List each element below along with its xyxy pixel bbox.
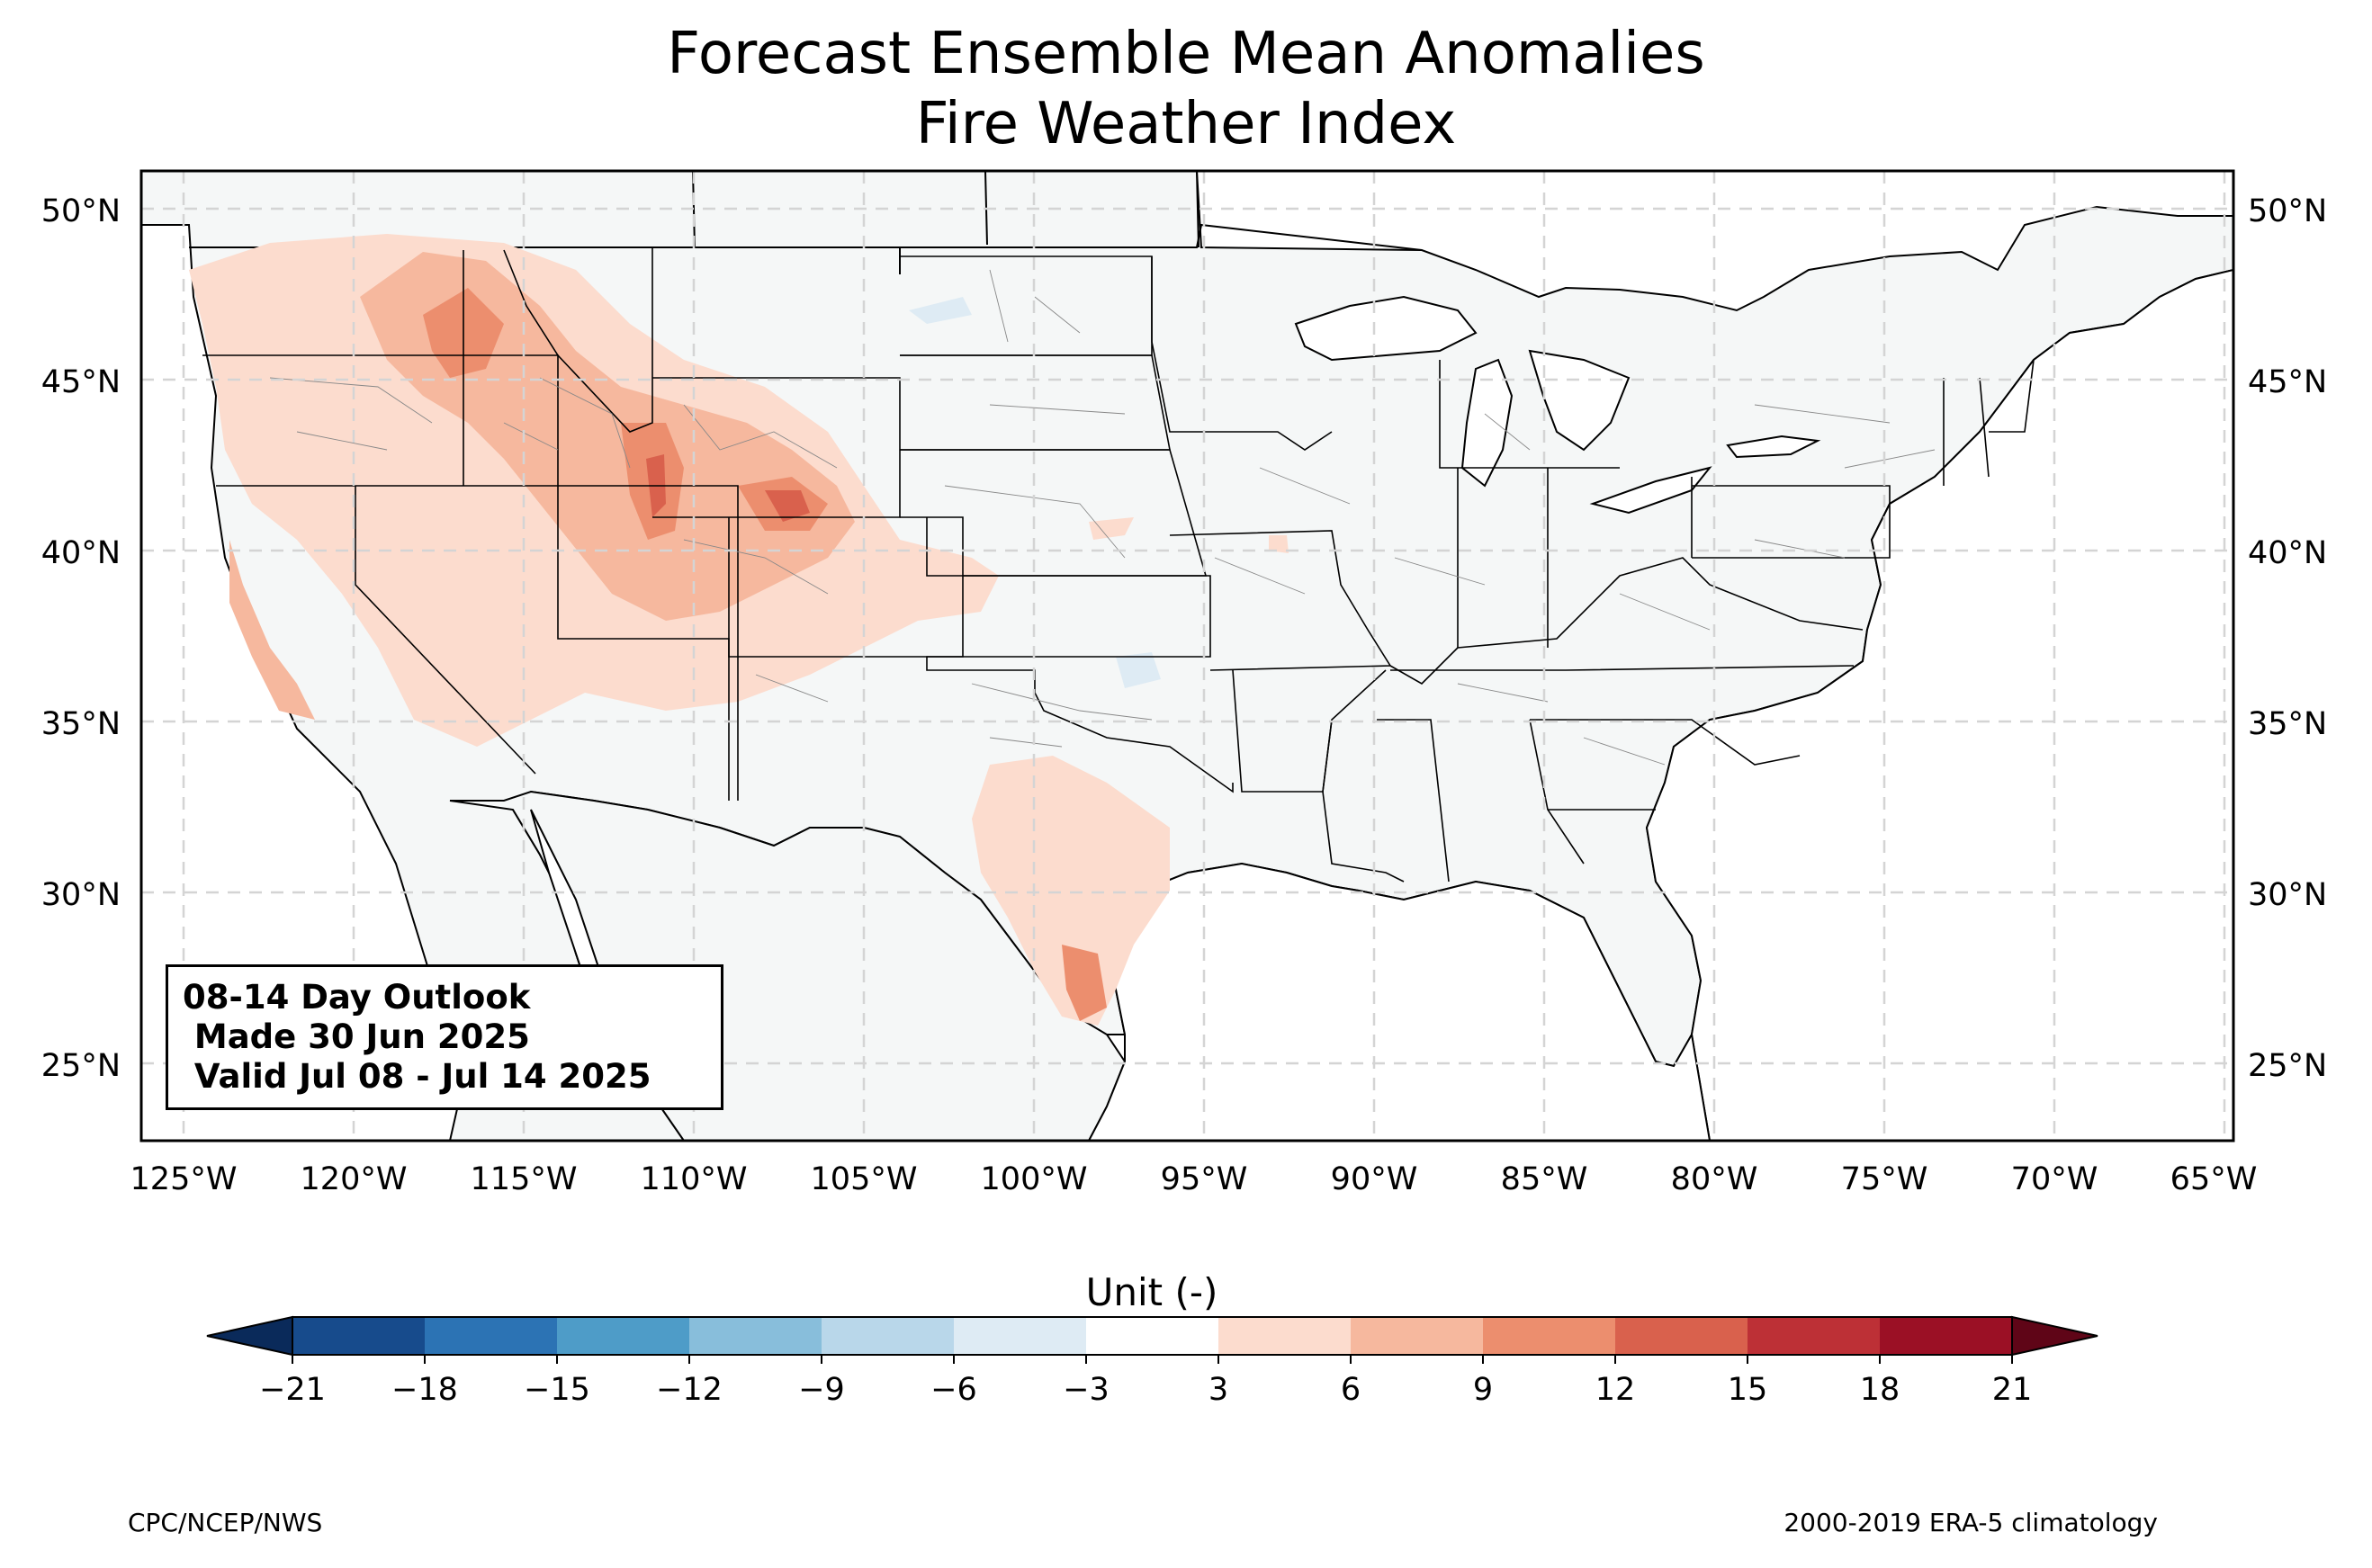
lat-label-right: 40°N	[2248, 535, 2327, 571]
lake-huron	[1528, 349, 1631, 452]
map-subtitle: Fire Weather Index	[915, 91, 1457, 157]
lat-label-right: 50°N	[2248, 193, 2327, 229]
map-frame	[139, 169, 2235, 1142]
colorbar-tick-label: −6	[930, 1372, 977, 1408]
colorbar-tick-label: −21	[259, 1372, 326, 1408]
colorbar-swatch	[292, 1317, 426, 1355]
colorbar-tick-label: 6	[1341, 1372, 1361, 1408]
gulf-of-mexico	[1087, 862, 1712, 1141]
lon-label: 110°W	[641, 1161, 748, 1197]
lake-ontario	[1726, 435, 1821, 459]
county-boundaries	[269, 269, 1936, 766]
colorbar: −21 −18 −15 −12 −9 −6 −3 3 6 9 12 15 18 21	[206, 1315, 2098, 1408]
credit-right: 2000-2019 ERA-5 climatology	[1783, 1508, 2158, 1537]
lake-erie	[1589, 466, 1712, 515]
colorbar-title: Unit (-)	[1085, 1270, 1218, 1314]
colorbar-tick-label: 12	[1595, 1372, 1636, 1408]
lake-superior	[1294, 295, 1478, 362]
colorbar-tick-label: 21	[1992, 1372, 2033, 1408]
lon-label: 120°W	[301, 1161, 408, 1197]
colorbar-tick-label: 15	[1728, 1372, 1768, 1408]
colorbar-swatch	[954, 1317, 1087, 1355]
anomaly-shading	[189, 234, 1289, 1026]
lon-label: 125°W	[130, 1161, 238, 1197]
colorbar-tick-label: 3	[1208, 1372, 1228, 1408]
lon-label: 105°W	[811, 1161, 918, 1197]
state-boundaries	[202, 247, 2035, 883]
lat-label-right: 45°N	[2248, 364, 2327, 400]
lat-label-left: 45°N	[41, 364, 121, 400]
lon-label: 85°W	[1501, 1161, 1588, 1197]
valid-dates: Valid Jul 08 - Jul 14 2025	[183, 1057, 651, 1096]
colorbar-swatch	[1086, 1317, 1219, 1355]
lat-label-left: 40°N	[41, 535, 121, 571]
lon-label: 80°W	[1671, 1161, 1758, 1197]
lat-labels-right: 50°N 45°N 40°N 35°N 30°N 25°N	[2248, 193, 2327, 1084]
lat-labels-left: 50°N 45°N 40°N 35°N 30°N 25°N	[41, 193, 121, 1084]
lon-label: 70°W	[2011, 1161, 2098, 1197]
credit-left: CPC/NCEP/NWS	[128, 1508, 323, 1537]
colorbar-under-arrow	[206, 1315, 293, 1357]
lat-label-left: 30°N	[41, 877, 121, 913]
outlook-info-box: 08-14 Day Outlook Made 30 Jun 2025 Valid…	[166, 964, 723, 1110]
lon-label: 65°W	[2170, 1161, 2258, 1197]
colorbar-tick-label: −15	[524, 1372, 590, 1408]
colorbar-swatch	[557, 1317, 690, 1355]
colorbar-swatch	[1748, 1317, 1881, 1355]
colorbar-over-arrow	[2011, 1315, 2098, 1357]
lon-label: 90°W	[1331, 1161, 1418, 1197]
lat-label-left: 35°N	[41, 706, 121, 742]
colorbar-swatch	[822, 1317, 955, 1355]
colorbar-swatch	[1218, 1317, 1352, 1355]
colorbar-tick-label: −3	[1063, 1372, 1110, 1408]
colorbar-swatch	[1880, 1317, 2013, 1355]
lat-label-right: 25°N	[2248, 1048, 2327, 1084]
colorbar-tick-label: 9	[1473, 1372, 1493, 1408]
lat-label-right: 35°N	[2248, 706, 2327, 742]
lon-label: 95°W	[1161, 1161, 1248, 1197]
map-content	[141, 171, 2233, 1141]
colorbar-tick-label: −18	[391, 1372, 458, 1408]
colorbar-frame	[292, 1316, 2013, 1356]
lat-label-right: 30°N	[2248, 877, 2327, 913]
lat-label-left: 25°N	[41, 1048, 121, 1084]
colorbar-tick-label: 18	[1860, 1372, 1900, 1408]
colorbar-swatch	[1615, 1317, 1748, 1355]
colorbar-swatch	[425, 1317, 558, 1355]
colorbar-tick-label: −9	[798, 1372, 845, 1408]
lon-label: 115°W	[471, 1161, 578, 1197]
colorbar-tick-label: −12	[656, 1372, 723, 1408]
colorbar-swatch	[1483, 1317, 1616, 1355]
colorbar-swatch	[689, 1317, 822, 1355]
gridlines	[141, 171, 2233, 1141]
made-date: Made 30 Jun 2025	[183, 1017, 530, 1056]
map-title: Forecast Ensemble Mean Anomalies	[667, 21, 1705, 87]
lon-labels: 125°W 120°W 115°W 110°W 105°W 100°W 95°W…	[130, 1161, 2258, 1197]
lon-label: 75°W	[1841, 1161, 1928, 1197]
lon-label: 100°W	[981, 1161, 1088, 1197]
outlook-period: 08-14 Day Outlook	[183, 978, 531, 1017]
atlantic-ocean	[1645, 268, 2233, 1141]
lat-label-left: 50°N	[41, 193, 121, 229]
colorbar-swatch	[1351, 1317, 1484, 1355]
